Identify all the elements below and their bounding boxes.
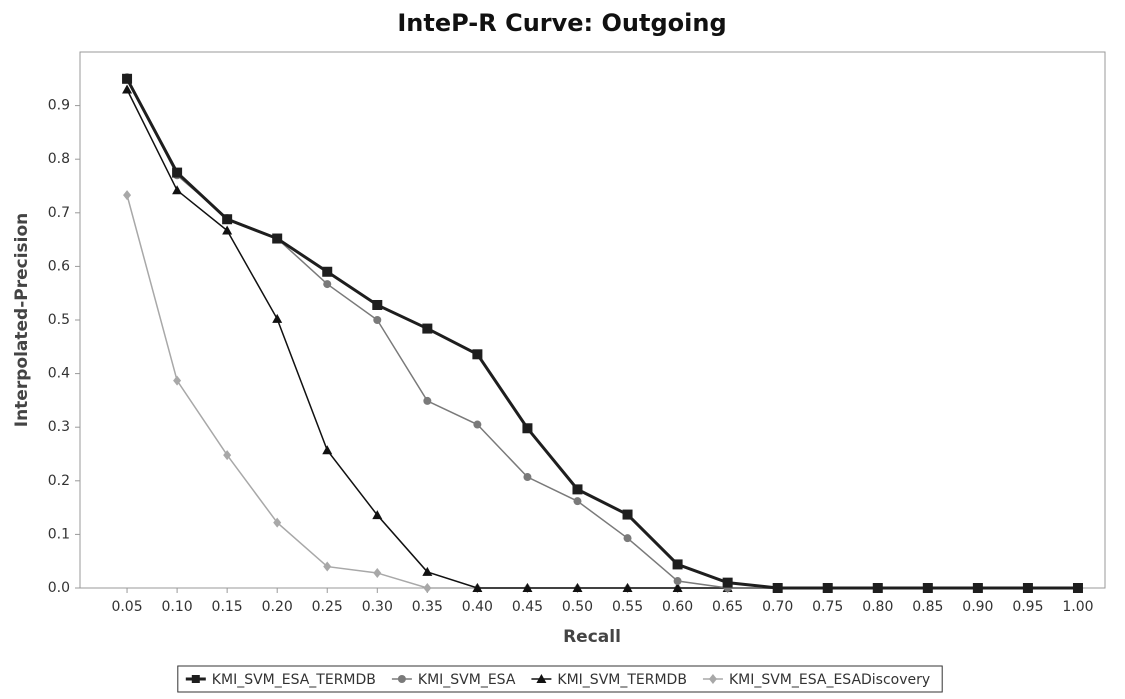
legend-item: KMI_SVM_ESA_ESADiscovery — [702, 672, 930, 688]
x-tick-label: 0.10 — [162, 599, 193, 615]
y-tick-label: 0.1 — [48, 526, 70, 542]
legend-marker — [191, 675, 200, 683]
data-point — [672, 559, 683, 570]
data-point — [172, 167, 183, 178]
data-point — [523, 473, 532, 482]
x-tick-label: 0.70 — [762, 599, 793, 615]
legend-marker — [536, 674, 547, 683]
x-tick-label: 0.25 — [312, 599, 343, 615]
legend-label: KMI_SVM_ESA — [418, 672, 516, 688]
data-point — [673, 577, 682, 586]
y-tick-label: 0.9 — [48, 98, 70, 114]
x-tick-label: 0.80 — [862, 599, 893, 615]
x-tick-label: 0.65 — [712, 599, 743, 615]
x-tick-label: 0.75 — [812, 599, 843, 615]
y-tick-label: 0.3 — [48, 419, 70, 435]
data-point — [273, 517, 282, 528]
data-point — [872, 583, 883, 593]
legend-item: KMI_SVM_ESA — [391, 672, 516, 688]
legend-label: KMI_SVM_ESA_ESADiscovery — [729, 672, 930, 688]
data-point — [123, 190, 132, 201]
series-line — [125, 78, 1078, 590]
data-point — [272, 313, 283, 323]
data-point — [522, 583, 533, 592]
data-point — [222, 214, 233, 225]
data-point — [472, 583, 483, 592]
legend-label: KMI_SVM_ESA_TERMDB — [212, 672, 376, 688]
data-point — [172, 185, 183, 195]
data-point — [423, 396, 432, 405]
data-point — [422, 323, 433, 334]
y-tick-label: 0.5 — [48, 312, 70, 328]
y-tick-label: 0.6 — [48, 258, 70, 274]
series-line — [126, 194, 1078, 589]
legend-item: KMI_SVM_ESA_TERMDB — [185, 672, 376, 688]
data-point — [422, 566, 433, 576]
y-tick-label: 0.2 — [48, 473, 70, 489]
x-tick-label: 0.90 — [962, 599, 993, 615]
legend-marker — [397, 675, 406, 683]
data-point — [122, 84, 133, 94]
data-point — [373, 567, 382, 578]
data-point — [622, 583, 633, 592]
x-axis-label: Recall — [563, 627, 621, 647]
data-point — [423, 583, 432, 593]
data-point — [272, 233, 283, 244]
data-point — [573, 497, 582, 506]
data-point — [1072, 583, 1083, 593]
data-point — [223, 450, 232, 461]
data-point — [322, 266, 333, 277]
data-point — [522, 423, 533, 434]
chart-title: InteP-R Curve: Outgoing — [397, 9, 726, 37]
x-tick-label: 0.15 — [212, 599, 243, 615]
data-point — [122, 73, 133, 84]
plot-area — [79, 51, 1106, 589]
data-point — [323, 280, 332, 289]
data-point — [672, 583, 683, 592]
legend-box — [177, 665, 943, 693]
legend-marker — [708, 674, 717, 684]
data-point — [373, 316, 382, 324]
data-point — [473, 420, 482, 429]
x-tick-label: 0.05 — [111, 599, 142, 615]
data-point — [822, 583, 833, 593]
y-tick-label: 0.0 — [48, 580, 70, 596]
y-axis-label: Interpolated-Precision — [12, 213, 32, 428]
x-tick-label: 0.35 — [412, 599, 443, 615]
x-tick-label: 0.50 — [562, 599, 593, 615]
x-tick-label: 0.30 — [362, 599, 393, 615]
x-tick-label: 0.95 — [1012, 599, 1043, 615]
legend-label: KMI_SVM_TERMDB — [557, 672, 687, 688]
data-point — [922, 583, 933, 593]
y-tick-label: 0.8 — [48, 151, 70, 167]
x-tick-label: 0.40 — [462, 599, 493, 615]
y-tick-label: 0.4 — [48, 366, 70, 382]
data-point — [572, 484, 583, 495]
data-point — [772, 583, 783, 593]
data-point — [323, 561, 332, 572]
data-point — [222, 225, 233, 235]
legend-item: KMI_SVM_TERMDB — [531, 672, 687, 688]
data-point — [722, 577, 733, 588]
data-point — [372, 299, 383, 310]
data-point — [173, 375, 182, 386]
data-point — [372, 510, 383, 520]
x-tick-label: 0.55 — [612, 599, 643, 615]
data-point — [322, 445, 333, 455]
x-tick-label: 1.00 — [1062, 599, 1093, 615]
data-point — [622, 509, 633, 520]
data-point — [623, 534, 632, 543]
data-point — [472, 349, 483, 360]
x-tick-label: 0.85 — [912, 599, 943, 615]
data-point — [1022, 583, 1033, 593]
x-tick-label: 0.20 — [262, 599, 293, 615]
x-tick-label: 0.60 — [662, 599, 693, 615]
data-point — [572, 583, 583, 592]
y-tick-label: 0.7 — [48, 205, 70, 221]
data-point — [972, 583, 983, 593]
x-tick-label: 0.45 — [512, 599, 543, 615]
